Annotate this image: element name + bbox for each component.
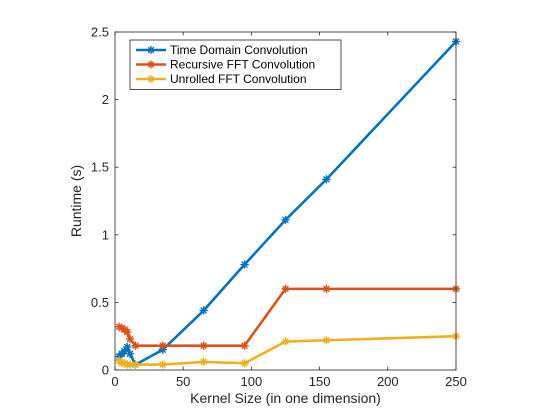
series-time-domain-convolution	[114, 37, 461, 369]
x-tick-label: 100	[241, 374, 263, 389]
y-tick-label: 2.5	[91, 25, 109, 40]
data-point-recursive-fft-convolution	[281, 284, 290, 294]
legend-marker-unrolled-fft-convolution	[146, 74, 156, 84]
legend-marker-time-domain-convolution	[146, 45, 156, 55]
legend-item-time-domain-convolution: Time Domain Convolution	[136, 43, 308, 57]
data-point-time-domain-convolution	[240, 260, 249, 269]
x-tick-label: 150	[309, 374, 331, 389]
legend-item-recursive-fft-convolution: Recursive FFT Convolution	[136, 58, 315, 72]
x-tick-label: 250	[445, 374, 467, 389]
series-recursive-fft-convolution	[114, 284, 461, 350]
data-point-time-domain-convolution	[125, 349, 135, 359]
legend-label-time-domain-convolution: Time Domain Convolution	[170, 43, 308, 57]
x-tick-label: 200	[377, 374, 399, 389]
y-tick-label: 0.5	[91, 295, 109, 310]
legend-marker-recursive-fft-convolution	[146, 60, 156, 69]
data-point-recursive-fft-convolution	[125, 334, 135, 344]
y-axis-label: Runtime (s)	[68, 165, 84, 237]
x-axis-label: Kernel Size (in one dimension)	[190, 390, 381, 406]
data-point-recursive-fft-convolution	[322, 284, 331, 294]
data-point-unrolled-fft-convolution	[131, 360, 140, 369]
data-point-recursive-fft-convolution	[131, 341, 140, 350]
axes-box	[114, 31, 457, 371]
data-point-recursive-fft-convolution	[199, 341, 208, 350]
data-point-recursive-fft-convolution	[158, 341, 168, 350]
series-unrolled-fft-convolution	[114, 331, 461, 369]
x-tick-label: 50	[176, 374, 190, 389]
data-point-unrolled-fft-convolution	[240, 358, 249, 368]
data-point-unrolled-fft-convolution	[199, 357, 208, 367]
x-tick-label: 0	[111, 374, 118, 389]
data-point-time-domain-convolution	[281, 215, 290, 225]
series-layer	[114, 37, 461, 369]
y-tick-label: 1	[102, 227, 109, 242]
data-point-time-domain-convolution	[322, 175, 331, 184]
data-point-recursive-fft-convolution	[122, 327, 132, 337]
legend-label-recursive-fft-convolution: Recursive FFT Convolution	[170, 58, 315, 72]
data-point-unrolled-fft-convolution	[322, 335, 331, 345]
legend-label-unrolled-fft-convolution: Unrolled FFT Convolution	[170, 72, 307, 86]
y-tick-label: 0	[102, 363, 109, 378]
data-point-unrolled-fft-convolution	[158, 360, 168, 369]
y-tick-label: 1.5	[91, 160, 109, 175]
y-tick-label: 2	[102, 92, 109, 107]
legend-item-unrolled-fft-convolution: Unrolled FFT Convolution	[136, 72, 307, 86]
data-point-unrolled-fft-convolution	[125, 360, 135, 369]
data-point-unrolled-fft-convolution	[281, 337, 290, 346]
axes-layer: 0 50 100 150 200 250 0 0.5 1 1.5 2 2.5	[91, 25, 467, 390]
data-point-time-domain-convolution	[199, 306, 208, 315]
data-point-time-domain-convolution	[122, 342, 132, 352]
data-point-recursive-fft-convolution	[240, 341, 249, 350]
